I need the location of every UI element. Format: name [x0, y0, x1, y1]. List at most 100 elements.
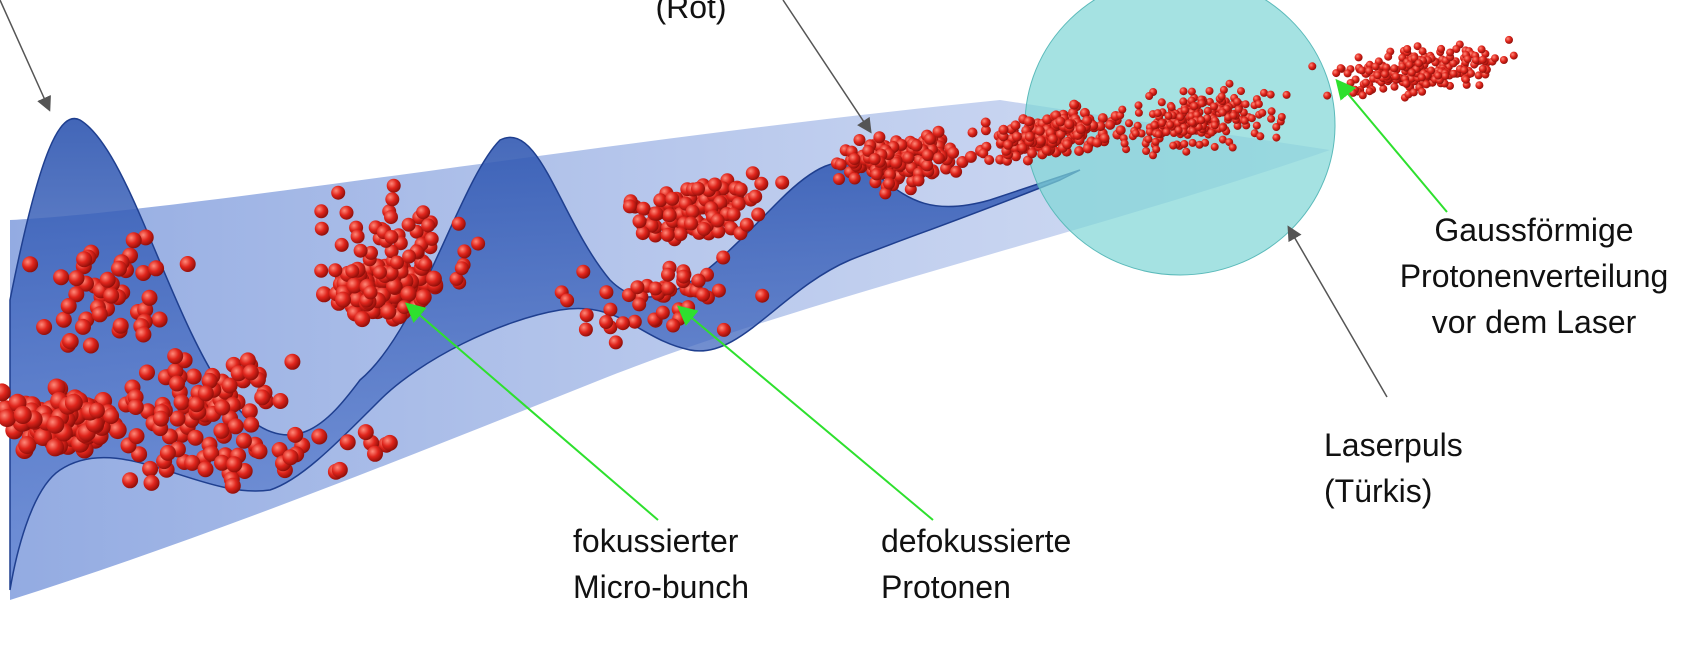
proton — [1055, 117, 1065, 127]
proton — [1083, 143, 1093, 153]
proton — [1278, 113, 1286, 121]
proton — [1255, 100, 1263, 108]
proton — [748, 190, 762, 204]
proton — [1372, 63, 1380, 71]
proton — [287, 427, 303, 443]
proton — [1121, 140, 1129, 148]
proton — [717, 323, 731, 337]
proton — [1410, 88, 1418, 96]
proton — [673, 227, 687, 241]
proton — [1145, 135, 1153, 143]
proton — [1082, 116, 1092, 126]
proton — [716, 251, 730, 265]
proton — [160, 445, 176, 461]
proton — [1359, 91, 1367, 99]
proton — [630, 280, 644, 294]
label: (Türkis) — [1324, 473, 1432, 509]
proton — [1479, 56, 1487, 64]
proton — [1229, 144, 1237, 152]
proton — [225, 478, 241, 494]
proton — [697, 222, 711, 236]
proton — [1267, 91, 1275, 99]
proton — [1441, 72, 1449, 80]
proton — [1206, 87, 1214, 95]
proton — [1358, 66, 1366, 74]
proton — [849, 173, 861, 185]
proton — [103, 288, 119, 304]
proton — [1418, 88, 1426, 96]
proton — [129, 428, 145, 444]
proton — [1365, 67, 1373, 75]
proton — [65, 394, 83, 412]
label: Micro-bunch — [573, 569, 749, 605]
proton — [1181, 106, 1189, 114]
proton — [560, 293, 574, 307]
proton — [236, 433, 252, 449]
proton — [681, 300, 695, 314]
proton — [135, 327, 151, 343]
proton — [0, 383, 11, 401]
proton — [686, 205, 700, 219]
proton — [418, 257, 432, 271]
proton — [169, 376, 185, 392]
proton — [1344, 69, 1352, 77]
proton — [126, 232, 142, 248]
proton — [677, 270, 691, 284]
proton — [1176, 113, 1184, 121]
proton — [649, 282, 663, 296]
proton — [1118, 106, 1126, 114]
proton — [421, 218, 435, 232]
proton — [1151, 121, 1159, 129]
proton — [649, 206, 663, 220]
proton — [1180, 140, 1188, 148]
proton — [53, 269, 69, 285]
label: Gaussförmige — [1434, 212, 1633, 248]
arrow — [680, 308, 933, 520]
proton — [1230, 112, 1238, 120]
proton — [416, 205, 430, 219]
proton — [1478, 45, 1486, 53]
proton — [364, 285, 378, 299]
proton — [1218, 92, 1226, 100]
proton — [1105, 120, 1115, 130]
proton — [328, 263, 342, 277]
proton — [111, 261, 127, 277]
proton — [921, 159, 933, 171]
proton — [1283, 91, 1291, 99]
proton — [1450, 70, 1458, 78]
proton — [61, 298, 77, 314]
proton — [1145, 92, 1153, 100]
proton — [1036, 136, 1046, 146]
proton — [981, 118, 991, 128]
proton — [373, 265, 387, 279]
proton — [947, 147, 959, 159]
proton — [243, 364, 259, 380]
proton — [1076, 124, 1086, 134]
proton — [14, 406, 32, 424]
proton — [167, 348, 183, 364]
proton — [665, 192, 679, 206]
proton — [332, 462, 348, 478]
proton — [1500, 56, 1508, 64]
proton — [1135, 101, 1143, 109]
proton — [1258, 109, 1266, 117]
proton — [734, 183, 748, 197]
proton — [1226, 80, 1234, 88]
proton — [636, 226, 650, 240]
proton — [400, 286, 416, 302]
proton — [740, 218, 754, 232]
proton — [314, 264, 328, 278]
proton — [452, 217, 466, 231]
proton — [152, 312, 168, 328]
proton — [351, 230, 365, 244]
illustration: (Rot) fokussierter Micro-bunch defokussi… — [0, 0, 1705, 657]
proton — [1510, 52, 1518, 60]
label: (Rot) — [655, 0, 726, 25]
proton — [968, 128, 978, 138]
proton — [243, 417, 259, 433]
proton — [1116, 125, 1126, 135]
label: vor dem Laser — [1432, 304, 1637, 340]
proton — [1064, 119, 1074, 129]
proton — [1362, 79, 1370, 87]
proton — [425, 232, 439, 246]
